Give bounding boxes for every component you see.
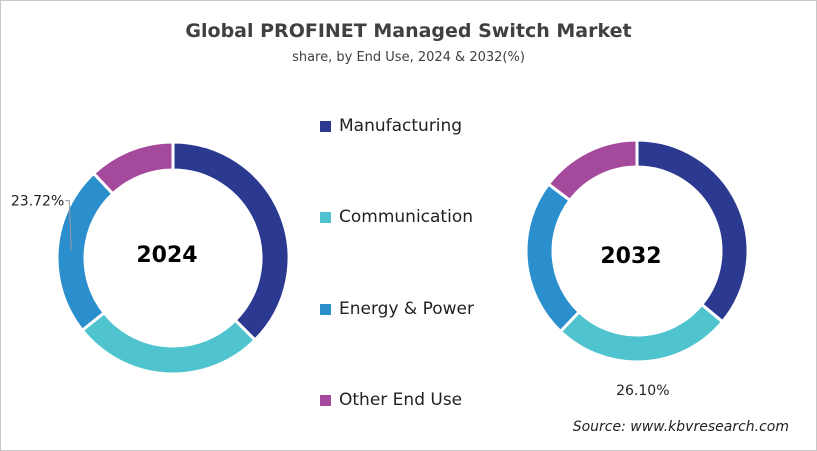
data-label: 26.10% bbox=[616, 383, 669, 399]
donut-slice-other-end-use bbox=[546, 138, 639, 203]
data-label: 23.72% bbox=[11, 194, 64, 210]
legend-label: Energy & Power bbox=[339, 299, 474, 319]
legend-swatch bbox=[320, 303, 331, 315]
legend-item-other-end-use: Other End Use bbox=[320, 390, 462, 410]
chart-title: Global PROFINET Managed Switch Market bbox=[185, 20, 632, 42]
center-label: 2032 bbox=[600, 244, 661, 269]
legend-label: Manufacturing bbox=[339, 116, 463, 136]
donut-slice-energy-power bbox=[55, 171, 115, 333]
donut-slice-manufacturing bbox=[635, 138, 750, 324]
legend-label: Other End Use bbox=[339, 390, 463, 410]
donut-slice-manufacturing bbox=[171, 140, 291, 343]
center-label: 2024 bbox=[136, 243, 197, 268]
leader-line bbox=[65, 200, 72, 251]
donut-slice-energy-power bbox=[524, 181, 582, 334]
legend-swatch bbox=[320, 394, 331, 406]
donut-slice-communication bbox=[80, 310, 258, 376]
legend-item-energy-power: Energy & Power bbox=[320, 299, 474, 319]
legend-item-communication: Communication bbox=[320, 207, 473, 227]
donut-slice-other-end-use bbox=[91, 140, 175, 196]
legend-swatch bbox=[320, 211, 331, 223]
chart-subtitle: share, by End Use, 2024 & 2032(%) bbox=[292, 50, 525, 65]
source-note: Source: www.kbvresearch.com bbox=[572, 419, 789, 435]
legend-item-manufacturing: Manufacturing bbox=[320, 116, 462, 136]
legend-swatch bbox=[320, 120, 331, 132]
legend-label: Communication bbox=[339, 207, 473, 227]
donut-slice-communication bbox=[558, 302, 725, 364]
